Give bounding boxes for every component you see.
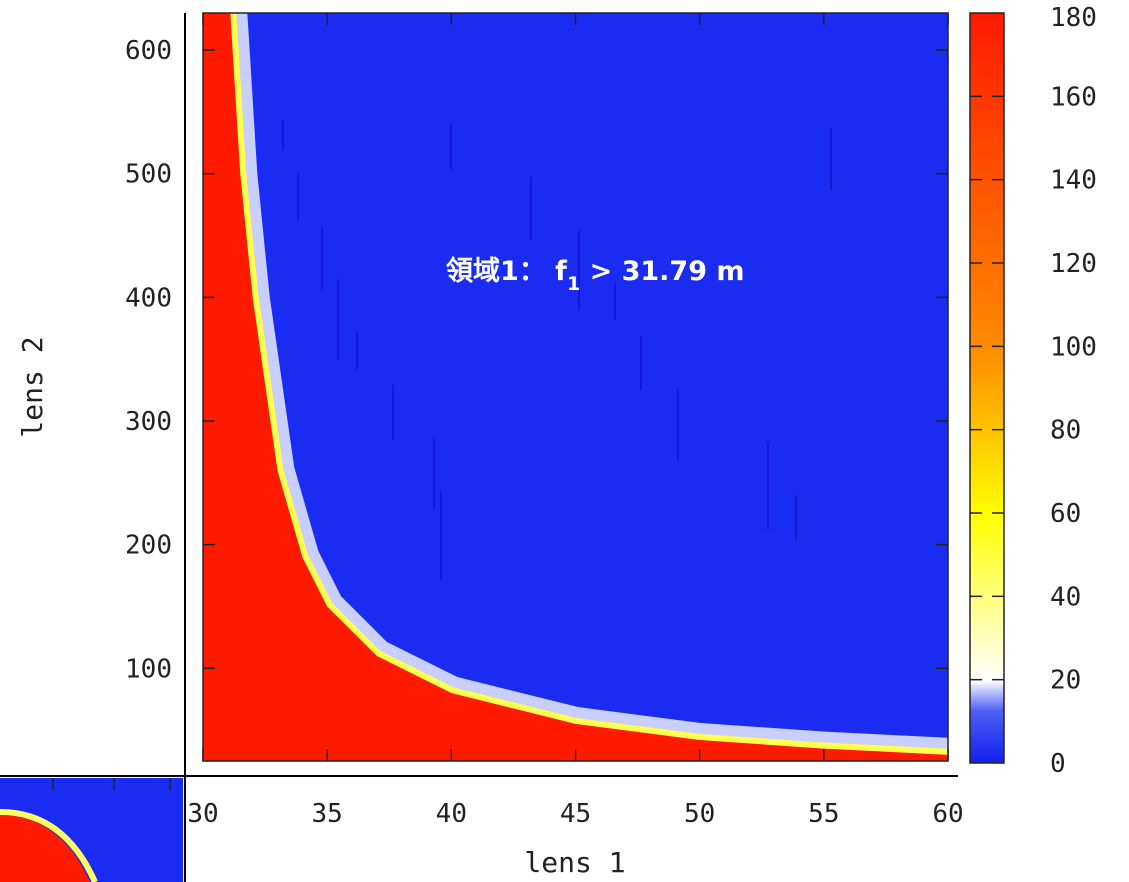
region-annotation: 領域1： f1 > 31.79 m [446, 255, 745, 295]
y-tick-label: 600 [125, 36, 172, 66]
plot-area [203, 13, 948, 761]
x-tick-label: 35 [312, 799, 343, 829]
y-axis-ticks: 100 200 300 400 500 600 [125, 36, 948, 684]
colorbar-ticks: 0 20 40 60 80 100 120 140 160 180 [970, 3, 1097, 779]
x-tick-label: 40 [436, 799, 467, 829]
x-axis-ticks: 30 35 40 45 50 55 60 [187, 13, 964, 829]
inset-glow [0, 809, 98, 882]
colorbar-tick-label: 60 [1050, 499, 1081, 529]
annotation-prefix: 領域1： f [446, 255, 567, 287]
colorbar-tick-label: 0 [1050, 749, 1066, 779]
colorbar-fill [969, 12, 1005, 764]
colorbar-tick-label: 120 [1050, 249, 1097, 279]
x-axis-title: lens 1 [524, 846, 625, 879]
x-tick-label: 50 [684, 799, 715, 829]
colorbar: 0 20 40 60 80 100 120 140 160 180 [969, 3, 1097, 779]
x-tick-label: 30 [187, 799, 218, 829]
inset-red-region [0, 815, 90, 882]
colorbar-tick-label: 100 [1050, 332, 1097, 362]
x-tick-label: 45 [560, 799, 591, 829]
colorbar-tick-label: 140 [1050, 166, 1097, 196]
colorbar-tick-label: 80 [1050, 416, 1081, 446]
y-tick-label: 300 [125, 407, 172, 437]
x-tick-label: 60 [932, 799, 963, 829]
annotation-subscript: 1 [567, 273, 580, 295]
y-tick-label: 400 [125, 283, 172, 313]
x-tick-label: 55 [808, 799, 839, 829]
red-region [203, 13, 948, 761]
colorbar-tick-label: 180 [1050, 3, 1097, 33]
colorbar-tick-label: 160 [1050, 82, 1097, 112]
colorbar-tick-label: 20 [1050, 666, 1081, 696]
annotation-suffix: > 31.79 m [580, 256, 744, 287]
y-tick-label: 200 [125, 531, 172, 561]
y-tick-label: 500 [125, 160, 172, 190]
blue-streaks [282, 120, 832, 580]
colorbar-tick-label: 40 [1050, 582, 1081, 612]
y-axis-title: lens 2 [16, 336, 49, 437]
y-tick-label: 100 [125, 654, 172, 684]
inset-thumbnail [0, 778, 183, 882]
